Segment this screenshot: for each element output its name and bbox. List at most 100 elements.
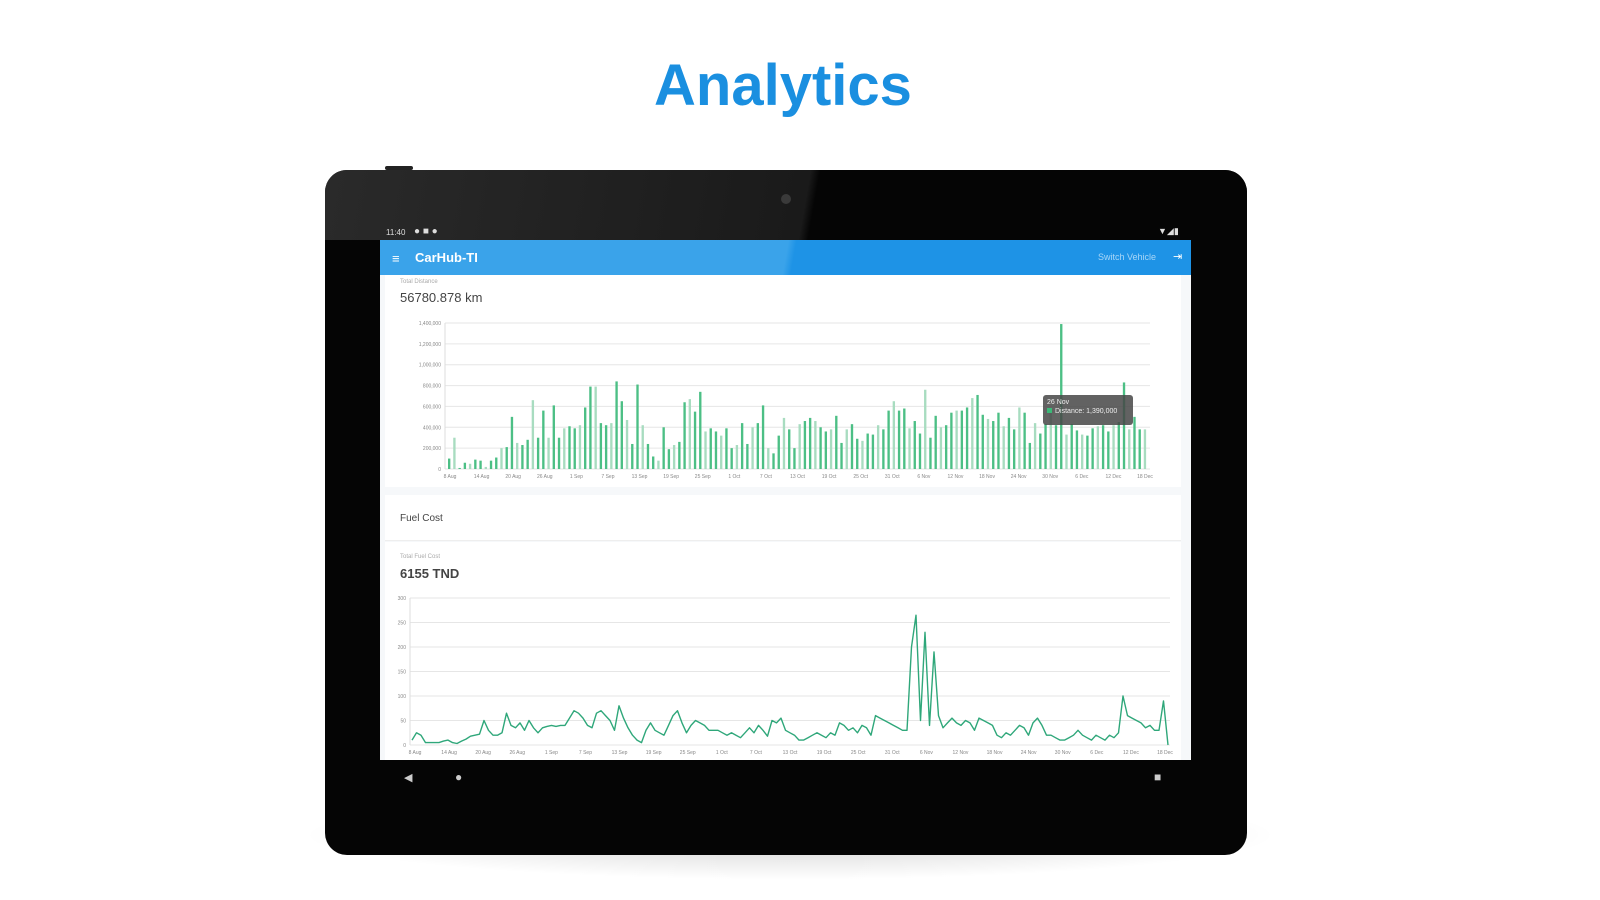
fuel-label: Total Fuel Cost	[400, 554, 441, 560]
distance-bar	[536, 437, 540, 469]
distance-bar	[594, 386, 597, 469]
distance-bar	[646, 443, 650, 469]
page-headline: Analytics	[654, 53, 912, 118]
back-button[interactable]: ◀	[404, 772, 413, 784]
distance-bar	[720, 435, 723, 469]
distance-bar	[845, 429, 848, 469]
menu-icon[interactable]: ≡	[392, 251, 400, 266]
distance-bar	[552, 405, 555, 469]
exit-icon[interactable]: ⇥	[1173, 251, 1183, 263]
fuel-x-tick: 13 Sep	[612, 750, 628, 756]
distance-bar	[699, 391, 702, 469]
distance-bar	[516, 442, 519, 469]
distance-x-tick: 14 Aug	[474, 474, 490, 480]
distance-bar	[725, 428, 728, 469]
fuel-x-tick: 26 Aug	[509, 750, 525, 756]
distance-bar	[1101, 425, 1105, 469]
distance-bar	[876, 425, 880, 469]
fuel-x-tick: 12 Nov	[953, 750, 969, 756]
distance-bar	[1096, 426, 1100, 469]
home-button[interactable]: ●	[455, 770, 463, 784]
distance-x-tick: 20 Aug	[505, 474, 521, 480]
distance-bar	[448, 458, 451, 469]
distance-bar	[835, 415, 838, 469]
distance-bar	[1018, 407, 1021, 469]
distance-bar	[1023, 412, 1026, 469]
fuel-x-tick: 25 Oct	[851, 750, 866, 756]
distance-bar	[950, 412, 953, 469]
distance-bar	[584, 407, 587, 469]
app-bar: ≡ CarHub-TI Switch Vehicle ⇥	[380, 240, 1191, 275]
distance-x-tick: 13 Oct	[790, 474, 805, 480]
distance-bar	[861, 440, 864, 469]
distance-y-tick: 1,400,000	[419, 321, 441, 327]
distance-x-tick: 6 Dec	[1075, 474, 1089, 480]
distance-bar	[735, 445, 739, 469]
distance-bar	[850, 424, 854, 469]
distance-bar	[798, 424, 801, 469]
tooltip-text: Distance: 1,390,000	[1055, 408, 1118, 415]
distance-bar	[819, 427, 822, 469]
fuel-x-tick: 1 Sep	[545, 750, 558, 756]
distance-bar	[620, 401, 623, 469]
distance-bar	[453, 437, 456, 469]
distance-bar	[1133, 416, 1136, 469]
distance-x-tick: 19 Oct	[822, 474, 837, 480]
distance-bar	[981, 414, 984, 469]
switch-vehicle-button[interactable]: Switch Vehicle	[1098, 252, 1157, 262]
distance-bar	[814, 421, 817, 469]
fuel-y-tick: 100	[398, 694, 407, 700]
distance-bar	[939, 427, 943, 469]
app-screen: ≡ CarHub-TI Switch Vehicle ⇥ Total Dista…	[380, 240, 1191, 760]
distance-x-tick: 1 Sep	[570, 474, 583, 480]
distance-bar	[500, 448, 503, 469]
distance-bar	[840, 442, 843, 469]
distance-x-tick: 12 Dec	[1105, 474, 1121, 480]
distance-bar	[641, 425, 644, 469]
distance-bar	[808, 417, 812, 469]
distance-bar	[1012, 429, 1016, 469]
distance-bar	[1028, 442, 1032, 469]
distance-bar	[495, 457, 498, 469]
fuel-y-tick: 50	[400, 719, 406, 725]
fuel-value: 6155 TND	[400, 566, 460, 581]
fuel-section-title: Fuel Cost	[400, 513, 443, 524]
distance-y-tick: 1,000,000	[419, 363, 441, 369]
distance-bar	[510, 416, 514, 469]
recents-button[interactable]: ■	[1154, 770, 1162, 784]
distance-bar	[709, 428, 712, 469]
fuel-y-tick: 300	[398, 596, 407, 602]
distance-x-tick: 18 Nov	[979, 474, 995, 480]
wifi-battery-icon: ▼◢▮	[1158, 226, 1179, 236]
distance-bar	[657, 460, 660, 469]
notification-icons: ● ■ ●	[414, 226, 438, 237]
distance-value: 56780.878 km	[400, 290, 483, 305]
distance-bar	[777, 435, 780, 469]
distance-bar	[1143, 429, 1147, 469]
distance-bar	[714, 431, 718, 469]
distance-bar	[615, 381, 618, 469]
fuel-y-tick: 0	[403, 743, 406, 749]
distance-x-tick: 18 Dec	[1137, 474, 1153, 480]
fuel-section-header: Fuel Cost	[385, 495, 1181, 541]
distance-bar	[918, 433, 922, 469]
distance-bar	[568, 426, 571, 469]
status-bar: 11:40 ● ■ ● ▼◢▮	[380, 225, 1191, 240]
distance-bar	[955, 410, 958, 469]
distance-bar	[468, 463, 472, 469]
distance-bar	[578, 425, 582, 469]
distance-bar	[693, 411, 697, 469]
distance-bar	[589, 386, 592, 469]
distance-x-tick: 7 Oct	[760, 474, 773, 480]
distance-bar	[557, 437, 561, 469]
fuel-x-tick: 6 Dec	[1090, 750, 1104, 756]
distance-x-tick: 8 Aug	[444, 474, 457, 480]
distance-x-tick: 13 Sep	[632, 474, 648, 480]
distance-y-tick: 400,000	[423, 425, 441, 431]
distance-bar	[704, 431, 707, 469]
distance-bar	[997, 412, 1000, 469]
distance-label: Total Distance	[400, 279, 438, 285]
distance-bar	[829, 429, 833, 469]
fuel-line-chart: 300 250 200 150 100 50 08 Aug 14 Aug 20 Aug 26 Au…	[398, 596, 1174, 756]
distance-bar	[1075, 430, 1079, 469]
